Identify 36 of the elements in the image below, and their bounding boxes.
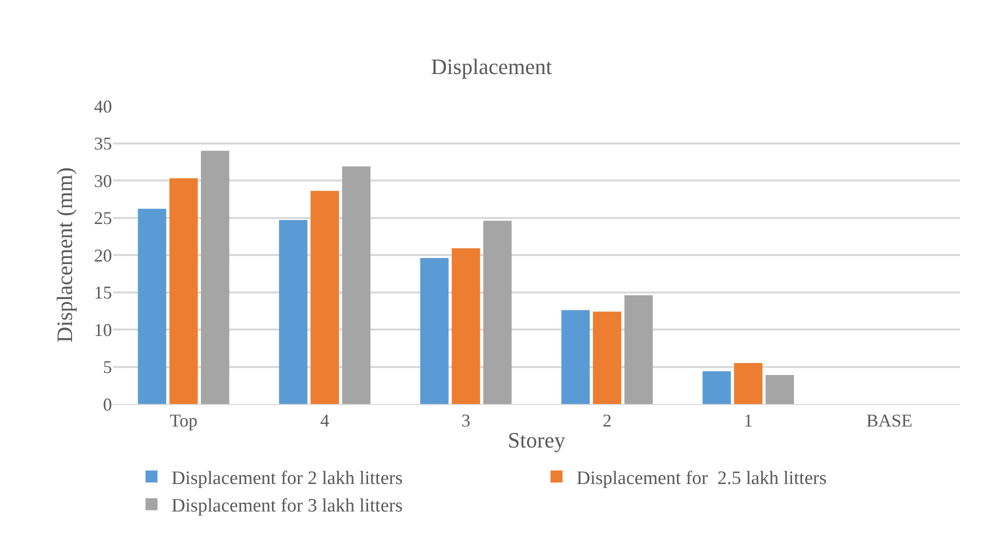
x-axis-title: Storey (508, 428, 566, 452)
y-axis-title: Displacement (mm) (52, 167, 77, 343)
bar (342, 166, 370, 404)
y-tick-label: 25 (94, 208, 112, 228)
y-tick-label: 35 (94, 134, 112, 154)
x-tick-label: BASE (866, 410, 912, 431)
bar (452, 248, 480, 404)
bar (624, 295, 653, 404)
bar (138, 208, 166, 404)
y-tick-label: 0 (103, 394, 112, 414)
x-tick-label: 2 (602, 410, 612, 431)
bar (702, 371, 731, 404)
y-tick-label: 10 (94, 320, 112, 340)
y-tick-label: 5 (103, 357, 112, 378)
bar (483, 220, 512, 404)
y-tick-label: 15 (94, 282, 112, 303)
x-tick-label: 1 (744, 410, 753, 431)
bar (200, 150, 230, 404)
bar (734, 363, 762, 404)
x-tick-label: 3 (461, 410, 470, 431)
legend-label: Displacement for 3 lakh litters (172, 496, 403, 517)
x-tick-label: Top (170, 410, 198, 431)
bar (279, 220, 308, 404)
bar (592, 312, 622, 404)
y-tick-label: 40 (94, 96, 112, 116)
bar (169, 178, 198, 404)
legend-label: Displacement for 2 lakh litters (172, 468, 403, 489)
bar (420, 258, 449, 404)
y-tick-label: 20 (94, 245, 112, 266)
chart-title: Displacement (431, 54, 552, 79)
x-tick-label: 4 (320, 410, 330, 431)
legend-label: Displacement for 2.5 lakh litters (576, 468, 827, 489)
y-tick-label: 30 (94, 170, 112, 191)
bar (561, 310, 590, 404)
bar (766, 374, 794, 404)
bar (310, 190, 339, 404)
